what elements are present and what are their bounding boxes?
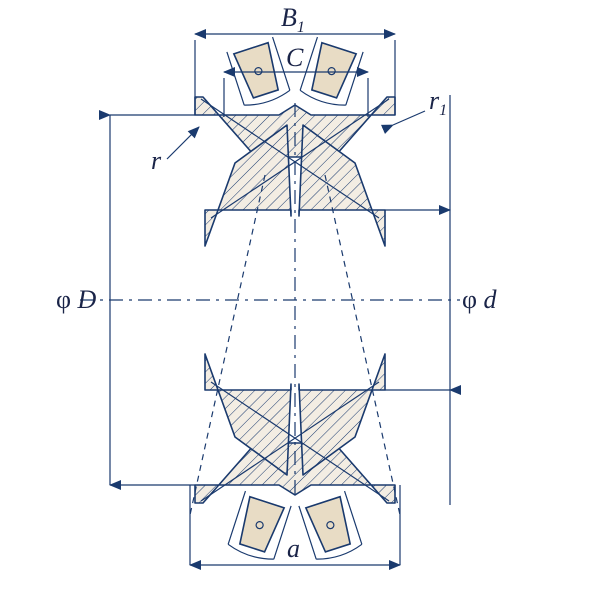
- label-D: φ D: [56, 285, 97, 314]
- label-a: a: [287, 534, 300, 563]
- label-C: C: [286, 43, 304, 72]
- label-r: r: [151, 146, 162, 175]
- label-r1: r1: [429, 86, 447, 119]
- bearing-diagram: B1 Cφ D φ d a r r1: [0, 0, 600, 600]
- label-d: φ d: [462, 285, 498, 314]
- label-B1: B1: [281, 3, 305, 36]
